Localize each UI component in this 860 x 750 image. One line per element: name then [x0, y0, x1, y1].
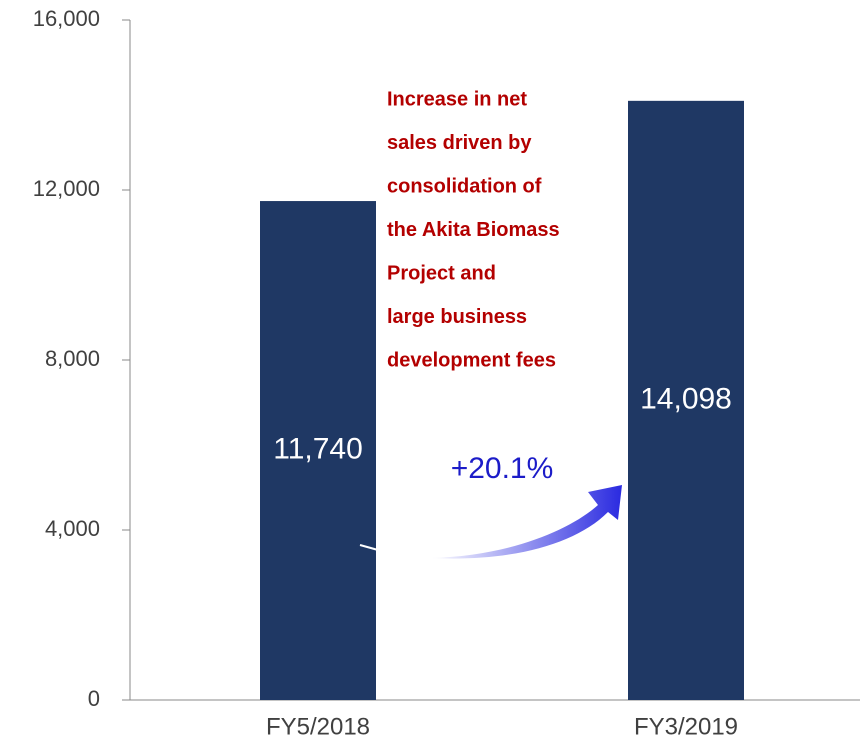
bar: [260, 201, 376, 701]
annotation-line: the Akita Biomass: [387, 219, 560, 241]
change-label: +20.1%: [451, 452, 554, 485]
arrow-tail: [359, 544, 379, 551]
annotation-line: Increase in net: [387, 88, 527, 110]
value-label: 14,098: [640, 382, 732, 415]
y-tick-label: 8,000: [45, 346, 100, 371]
x-tick-label: FY3/2019: [634, 713, 738, 740]
annotation-line: Project and: [387, 262, 496, 284]
bar: [628, 100, 744, 700]
annotation-line: large business: [387, 306, 527, 328]
y-tick-label: 12,000: [33, 176, 100, 201]
annotation-line: development fees: [387, 349, 556, 371]
annotation-line: sales driven by: [387, 132, 532, 154]
growth-arrow: [430, 485, 622, 559]
y-tick-label: 0: [88, 686, 100, 711]
y-tick-label: 4,000: [45, 516, 100, 541]
annotation-line: consolidation of: [387, 175, 542, 197]
y-tick-label: 16,000: [33, 6, 100, 31]
value-label: 11,740: [273, 432, 363, 465]
x-tick-label: FY5/2018: [266, 713, 370, 740]
